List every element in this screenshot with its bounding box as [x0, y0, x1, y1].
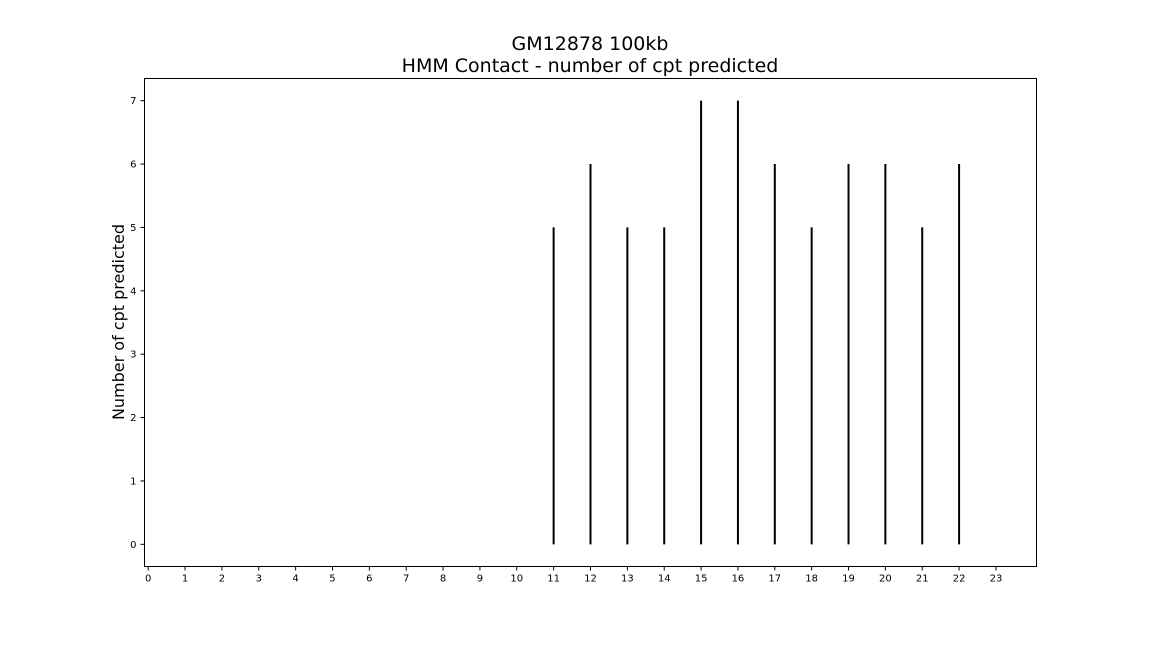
y-axis: 0 1 2 3 4 5 6 7 [130, 96, 145, 551]
x-tick-label: 9 [477, 574, 483, 585]
y-tick-label: 0 [130, 540, 136, 551]
x-tick-label: 14 [658, 574, 671, 585]
y-tick-label: 2 [130, 413, 136, 424]
chart-title: GM12878 100kb [512, 33, 669, 55]
y-tick-label: 4 [130, 286, 136, 297]
bar-series [552, 100, 961, 545]
x-tick-label: 8 [440, 574, 446, 585]
x-tick-label: 6 [366, 574, 372, 585]
y-axis-label: Number of cpt predicted [109, 224, 128, 420]
x-tick-label: 23 [990, 574, 1003, 585]
x-tick-label: 13 [621, 574, 634, 585]
y-tick-label: 5 [130, 223, 136, 234]
x-tick-label: 10 [510, 574, 523, 585]
x-tick-label: 0 [145, 574, 151, 585]
x-tick-label: 21 [916, 574, 929, 585]
x-tick-label: 5 [329, 574, 335, 585]
x-tick-label: 4 [292, 574, 298, 585]
x-tick-label: 22 [953, 574, 966, 585]
y-tick-label: 6 [130, 160, 136, 171]
x-tick-label: 11 [547, 574, 560, 585]
x-tick-label: 12 [584, 574, 597, 585]
x-tick-label: 20 [879, 574, 892, 585]
x-tick-label: 1 [182, 574, 188, 585]
chart-subtitle: HMM Contact - number of cpt predicted [402, 55, 779, 77]
y-tick-label: 1 [130, 476, 136, 487]
y-tick-label: 7 [130, 96, 136, 107]
x-tick-label: 2 [219, 574, 225, 585]
x-tick-label: 7 [403, 574, 409, 585]
x-axis: 0 1 2 3 4 5 6 7 8 9 10 11 12 13 14 15 16 17 18 19 20 21 22 23 [145, 566, 1003, 585]
x-tick-label: 18 [805, 574, 818, 585]
x-tick-label: 3 [256, 574, 262, 585]
y-tick-label: 3 [130, 350, 136, 361]
x-tick-label: 17 [768, 574, 781, 585]
x-tick-label: 19 [842, 574, 855, 585]
x-tick-label: 16 [732, 574, 745, 585]
x-tick-label: 15 [695, 574, 708, 585]
